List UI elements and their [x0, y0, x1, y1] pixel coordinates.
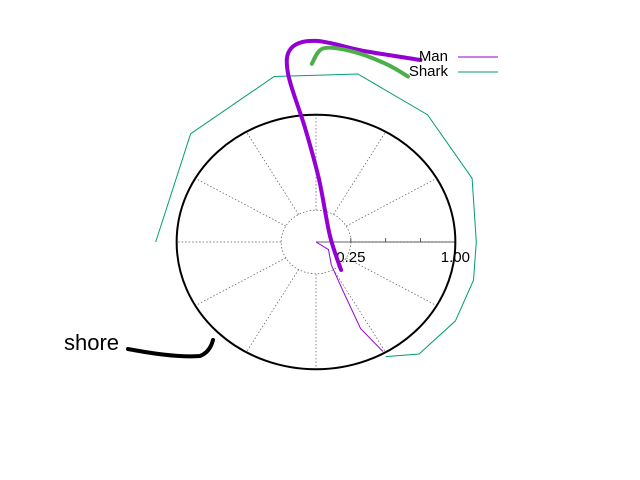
radial-tick-label-1: 1.00 [441, 249, 470, 266]
grid-spoke-5 [195, 178, 286, 227]
highlight-layer [284, 38, 423, 272]
radial-tick-label-0: 0.25 [336, 249, 365, 266]
grid-spoke-10 [333, 269, 386, 353]
grid-spoke-1 [346, 178, 437, 227]
shore-label: shore [64, 330, 119, 355]
radial-axis: 0.25 1.00 [316, 238, 470, 266]
grid-spoke-2 [333, 131, 386, 215]
legend-label-man: Man [419, 48, 448, 65]
grid-spoke-7 [195, 257, 286, 306]
legend-label-shark: Shark [409, 63, 449, 80]
legend: Man Shark [409, 48, 498, 80]
shore-annotation: shore [64, 330, 215, 359]
shore-pointer [126, 338, 215, 359]
grid-spoke-8 [246, 269, 299, 353]
highlight-curve-man [284, 38, 423, 272]
series-line-shark-arc-2 [155, 73, 477, 243]
series-line-man-0 [315, 241, 384, 352]
grid-spoke-11 [346, 257, 437, 306]
grid-spoke-4 [246, 131, 299, 215]
series-layer [155, 73, 477, 358]
shore-circle [175, 113, 457, 371]
shore-layer [175, 113, 457, 371]
highlight-curve-shark [309, 45, 410, 79]
series-line-shark-1 [385, 241, 477, 358]
